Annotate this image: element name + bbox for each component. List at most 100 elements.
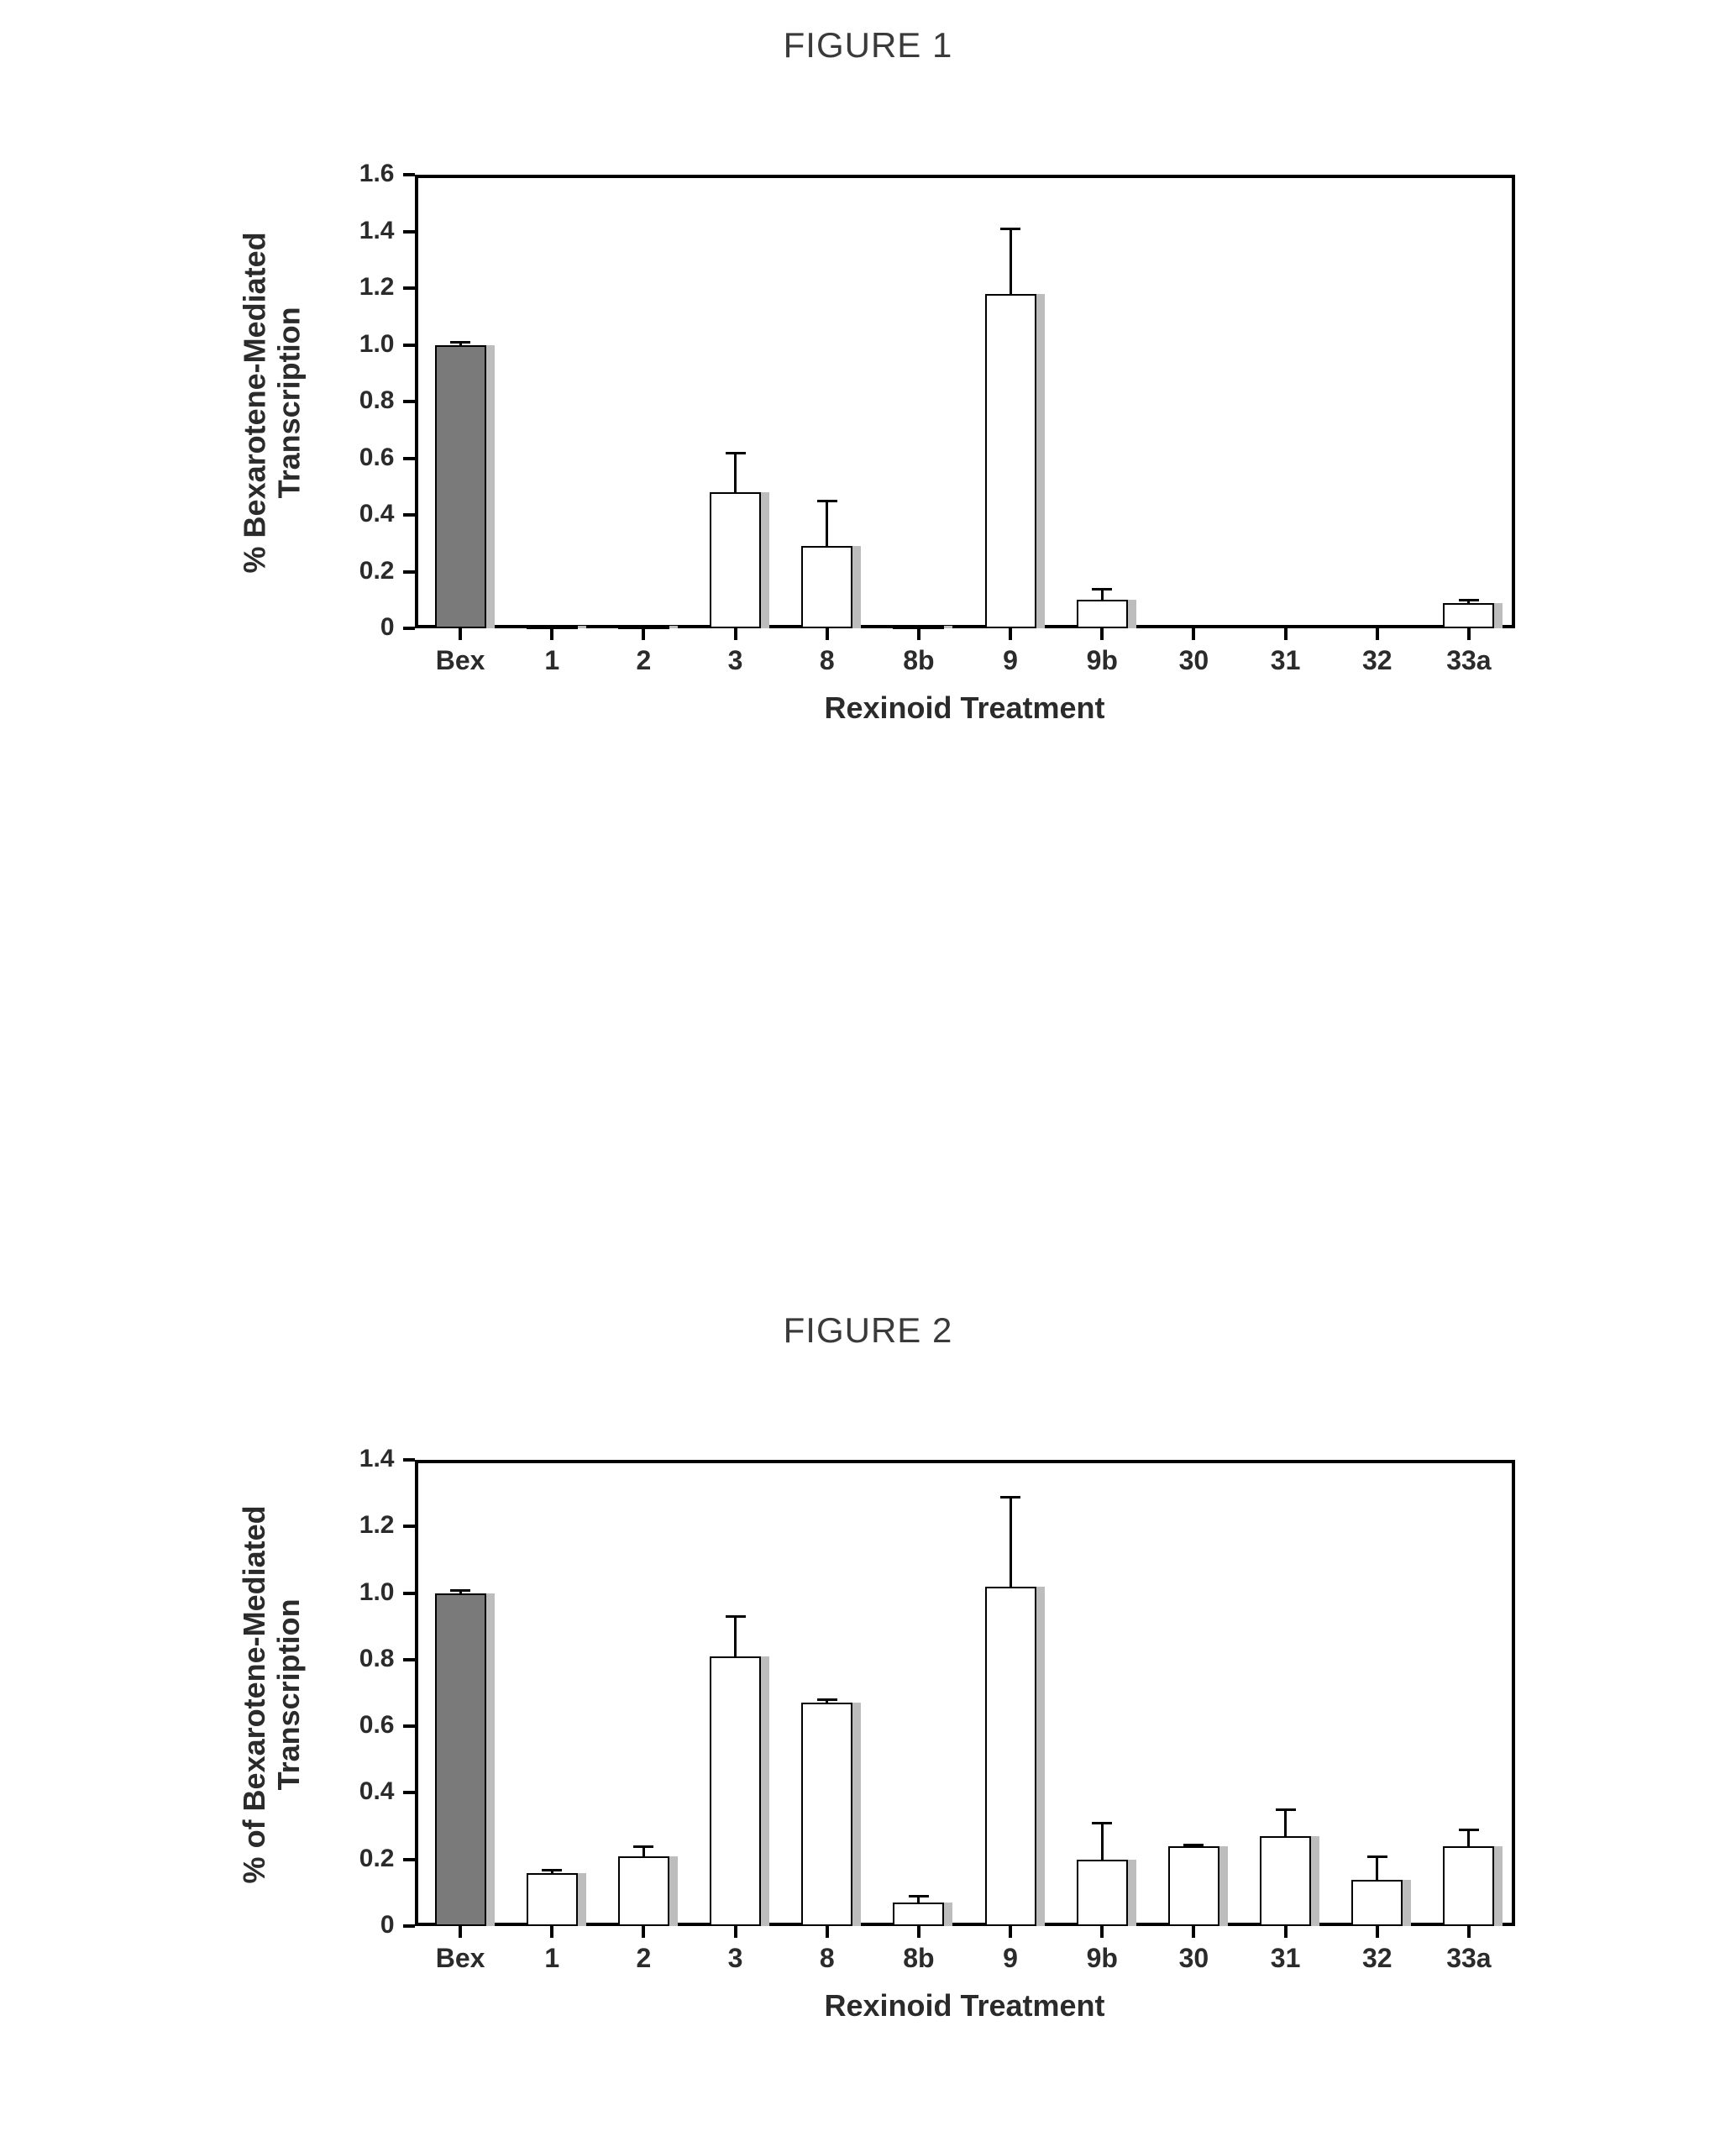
bar-30: [1168, 1846, 1219, 1926]
xtick-label: 32: [1331, 645, 1423, 676]
xtick-label: 30: [1148, 1943, 1240, 1974]
bar-33a: [1443, 1846, 1494, 1926]
errorbar-cap: [726, 1615, 746, 1618]
xtick-label: 9: [965, 645, 1057, 676]
bar-32: [1351, 1880, 1403, 1927]
xtick-mark: [1467, 628, 1471, 640]
errorbar-cap: [542, 1869, 562, 1871]
bar-3: [710, 1656, 761, 1926]
xtick-mark: [642, 628, 645, 640]
xtick-label: 8: [781, 645, 873, 676]
errorbar-stem: [1467, 1829, 1470, 1846]
ytick-mark: [403, 1724, 415, 1728]
xtick-mark: [1284, 1926, 1288, 1938]
ytick-label: 0.4: [328, 1777, 395, 1806]
xtick-mark: [1192, 1926, 1195, 1938]
errorbar-stem: [1376, 1856, 1378, 1880]
fig2-chart: 00.20.40.60.81.01.21.4% of Bexarotene-Me…: [197, 1376, 1540, 2069]
xtick-label: 9b: [1057, 645, 1148, 676]
ytick-label: 1.4: [328, 1445, 395, 1473]
xtick-mark: [917, 628, 920, 640]
ytick-label: 0.6: [328, 1711, 395, 1740]
ytick-mark: [403, 1858, 415, 1861]
xtick-mark: [1467, 1926, 1471, 1938]
errorbar-stem: [1101, 589, 1104, 601]
errorbar-cap: [1367, 1855, 1387, 1858]
xtick-label: 31: [1240, 645, 1331, 676]
errorbar-cap: [1092, 1822, 1112, 1824]
ytick-mark: [403, 1924, 415, 1928]
xtick-label: 9b: [1057, 1943, 1148, 1974]
ytick-mark: [403, 400, 415, 403]
errorbar-cap: [726, 452, 746, 454]
errorbar-cap: [817, 500, 837, 502]
ytick-mark: [403, 1525, 415, 1528]
xtick-label: 33a: [1423, 645, 1514, 676]
ytick-label: 1.2: [328, 1511, 395, 1540]
fig2-block: FIGURE 200.20.40.60.81.01.21.4% of Bexar…: [0, 1310, 1736, 2069]
ytick-label: 0.6: [328, 444, 395, 472]
xtick-mark: [1100, 1926, 1104, 1938]
fig1-block: FIGURE 100.20.40.60.81.01.21.41.6% Bexar…: [0, 25, 1736, 771]
xtick-label: 31: [1240, 1943, 1331, 1974]
bar-9: [985, 1587, 1036, 1926]
ytick-label: 0.8: [328, 1645, 395, 1673]
ytick-label: 0.2: [328, 557, 395, 585]
fig2-ylabel: % of Bexarotene-MediatedTranscription: [237, 1444, 307, 1944]
ytick-label: 1.0: [328, 330, 395, 359]
fig2-plot-box: [415, 1460, 1515, 1926]
bar-9b: [1077, 600, 1128, 628]
xtick-mark: [550, 1926, 553, 1938]
errorbar-cap: [1092, 588, 1112, 590]
errorbar-stem: [734, 453, 737, 492]
xtick-label: 2: [598, 645, 690, 676]
xtick-mark: [1100, 628, 1104, 640]
ytick-mark: [403, 627, 415, 630]
errorbar-cap: [1000, 1496, 1020, 1499]
xtick-label: 9: [965, 1943, 1057, 1974]
ytick-mark: [403, 230, 415, 234]
errorbar-stem: [826, 501, 828, 546]
fig1-plot-box: [415, 175, 1515, 628]
xtick-mark: [917, 1926, 920, 1938]
fig2-xlabel: Rexinoid Treatment: [415, 1988, 1515, 2023]
bar-Bex: [435, 345, 486, 629]
errorbar-cap: [450, 341, 470, 344]
fig1-ylabel: % Bexarotene-MediatedTranscription: [237, 159, 307, 646]
xtick-label: Bex: [415, 1943, 506, 1974]
ytick-label: 1.0: [328, 1578, 395, 1607]
bar-3: [710, 492, 761, 628]
bar-Bex: [435, 1593, 486, 1926]
xtick-mark: [1009, 1926, 1012, 1938]
xtick-mark: [642, 1926, 645, 1938]
xtick-label: 8: [781, 1943, 873, 1974]
xtick-mark: [550, 628, 553, 640]
xtick-label: 30: [1148, 645, 1240, 676]
fig1-chart: 00.20.40.60.81.01.21.41.6% Bexarotene-Me…: [197, 91, 1540, 771]
xtick-mark: [1284, 628, 1288, 640]
ytick-mark: [403, 1658, 415, 1661]
bar-9b: [1077, 1860, 1128, 1926]
xtick-mark: [734, 628, 737, 640]
ytick-label: 1.2: [328, 273, 395, 302]
ytick-label: 1.4: [328, 217, 395, 245]
errorbar-stem: [1010, 228, 1012, 294]
xtick-mark: [826, 1926, 829, 1938]
errorbar-cap: [1183, 1844, 1204, 1846]
xtick-label: 32: [1331, 1943, 1423, 1974]
bar-31: [1260, 1836, 1311, 1926]
xtick-mark: [459, 628, 462, 640]
ytick-label: 0: [328, 613, 395, 642]
ytick-label: 0.8: [328, 386, 395, 415]
ylabel-line2: Transcription: [272, 159, 307, 646]
fig1-title: FIGURE 1: [0, 25, 1736, 66]
errorbar-cap: [450, 1589, 470, 1592]
ytick-mark: [403, 173, 415, 176]
bar-1: [527, 1873, 578, 1926]
xtick-label: 3: [690, 1943, 781, 1974]
bar-9: [985, 294, 1036, 628]
xtick-label: Bex: [415, 645, 506, 676]
errorbar-cap: [1276, 1808, 1296, 1811]
errorbar-cap: [1459, 599, 1479, 601]
ylabel-line1: % of Bexarotene-Mediated: [237, 1444, 271, 1944]
